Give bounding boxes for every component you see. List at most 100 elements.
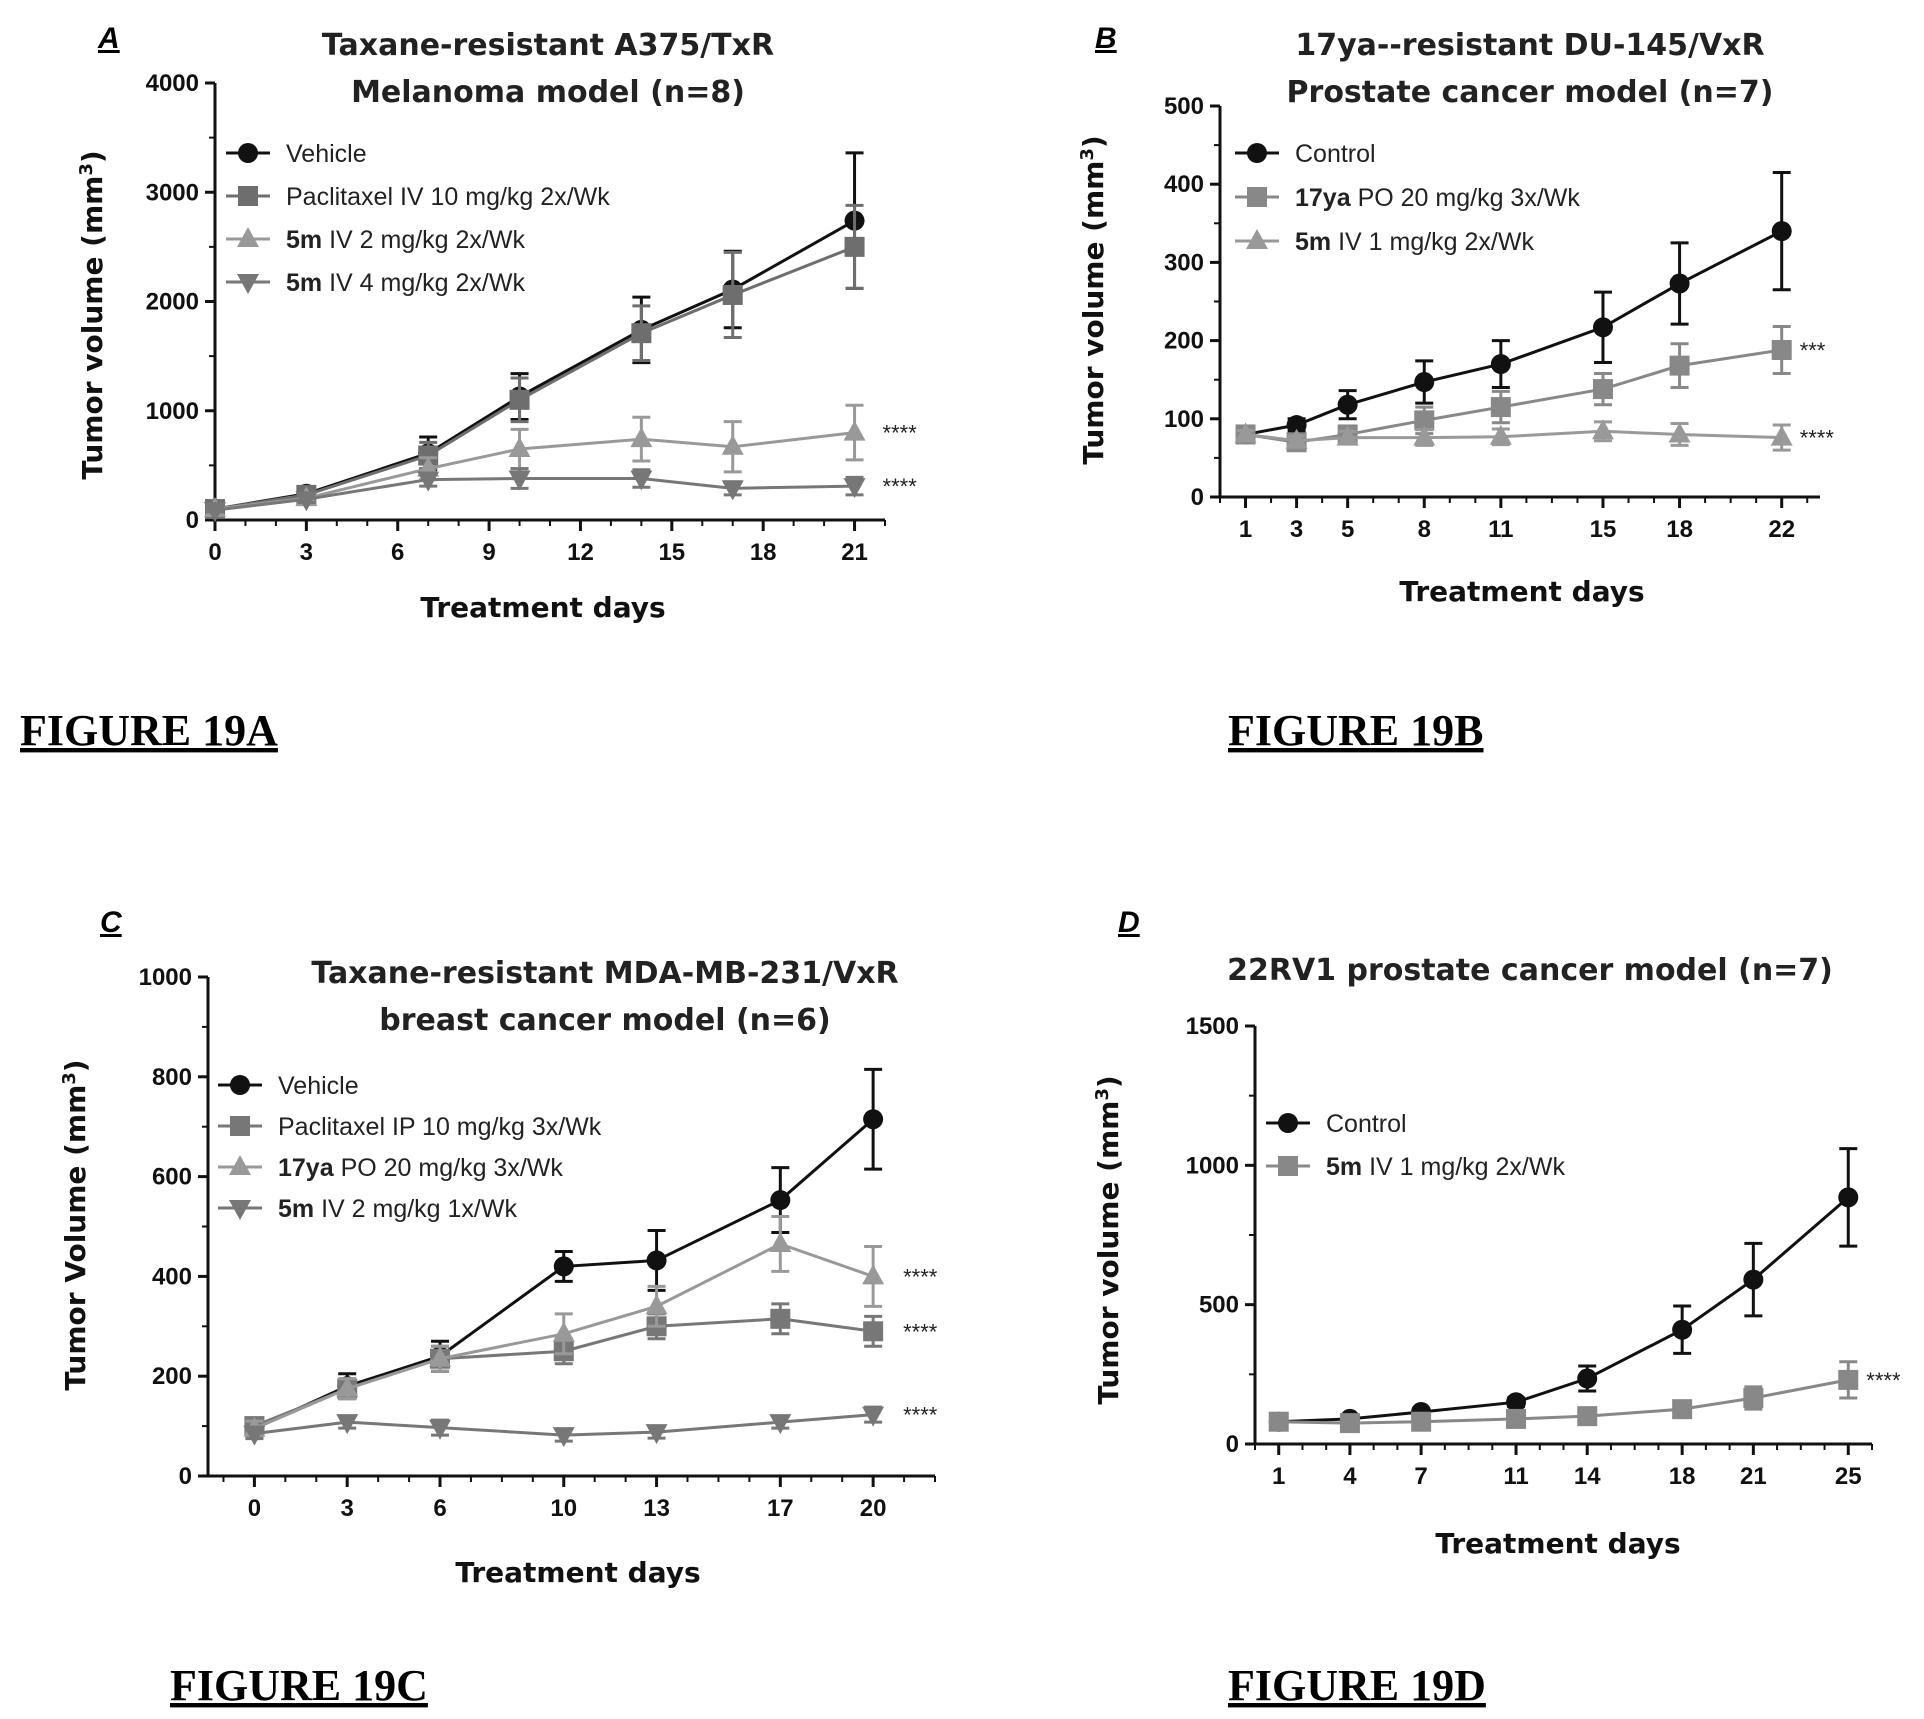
x-tick-label: 3 [300,539,313,566]
data-point [1577,1406,1598,1427]
legend-label: Vehicle [286,140,367,168]
legend-label: 5m IV 1 mg/kg 2x/Wk [1326,1153,1565,1181]
legend-label-rest: IV 2 mg/kg 1x/Wk [314,1195,517,1223]
legend-item: Control [1266,1110,1407,1138]
significance-label: **** [883,474,918,499]
legend-label-rest: Vehicle [286,140,367,168]
y-tick-label: 4000 [146,70,199,97]
significance-label: **** [903,1264,938,1289]
y-axis-label-close: ) [1092,1075,1125,1088]
x-tick-label: 15 [1590,516,1617,543]
y-tick-label: 2000 [146,289,199,316]
y-axis-label-sup: 3 [1092,1088,1113,1101]
y-axis-label: Tumor volume (mm3) [1077,135,1111,464]
y-tick-label: 0 [186,507,199,534]
data-point [862,1264,885,1285]
data-point [1411,1411,1432,1432]
y-tick-label: 0 [1226,1431,1239,1458]
data-point [1413,425,1436,446]
x-tick-label: 12 [567,539,594,566]
data-point [1591,419,1614,440]
data-point [1577,1368,1598,1389]
x-tick-label: 18 [1669,1463,1696,1490]
legend-label-rest: IV 1 mg/kg 2x/Wk [1331,228,1534,256]
x-tick-label: 1 [1239,516,1252,543]
y-axis-label-close: ) [76,150,109,163]
y-tick-label: 1000 [139,964,192,991]
data-point [721,480,744,501]
legend-marker [237,227,259,247]
legend-marker [1247,187,1267,207]
data-point [630,470,653,491]
data-point [1672,1399,1693,1420]
data-point [1285,428,1308,449]
y-tick-label: 500 [1164,93,1204,120]
data-point [1771,221,1792,242]
panel-letter-c: C [100,906,123,939]
chart-title-line-2: breast cancer model (n=6) [379,1003,830,1038]
figure-label-19a: FIGURE 19A [20,706,278,755]
chart-title-line-2: Prostate cancer model (n=7) [1287,75,1774,110]
x-tick-label: 0 [248,1495,261,1522]
significance-label: *** [1800,338,1826,363]
data-point [1770,425,1793,446]
data-point [770,1190,791,1211]
legend-label-rest: Control [1326,1110,1407,1138]
x-tick-label: 17 [767,1495,794,1522]
panel-letter-b: B [1095,22,1117,55]
data-point [1592,317,1613,338]
data-point [1286,415,1307,436]
y-tick-label: 1000 [146,398,199,425]
series-3: **** [204,467,918,523]
data-point [645,1424,668,1445]
x-tick-label: 5 [1341,516,1354,543]
data-point [769,1231,792,1252]
chart-title-line-1: Taxane-resistant MDA-MB-231/VxR [311,956,898,991]
legend-item: Paclitaxel IP 10 mg/kg 3x/Wk [218,1113,602,1141]
legend-label-rest: IV 2 mg/kg 2x/Wk [322,226,525,254]
figure-label-19b: FIGURE 19B [1228,706,1483,755]
y-axis-label: Tumor volume (mm3) [1092,1075,1126,1404]
legend-marker [238,186,258,206]
legend-item: 17ya PO 20 mg/kg 3x/Wk [1235,184,1580,212]
data-point [417,471,440,492]
y-tick-label: 600 [152,1164,192,1191]
legend-marker [1278,1156,1298,1176]
x-tick-label: 9 [482,539,495,566]
data-point [204,502,226,523]
panel-a: A Taxane-resistant A375/TxR Melanoma mod… [76,22,918,624]
data-point [630,427,653,448]
y-tick-label: 3000 [146,179,199,206]
legend-marker [238,143,258,163]
data-point [1838,1187,1859,1208]
data-point [508,436,531,457]
panel-d: D 22RV1 prostate cancer model (n=7) Tumo… [1092,906,1901,1560]
legend-label-rest: IV 4 mg/kg 2x/Wk [322,269,525,297]
legend: Vehicle Paclitaxel IP 10 mg/kg 3x/Wk 17ya … [218,1072,602,1223]
x-axis-label: Treatment days [455,1556,700,1589]
y-tick-label: 300 [1164,249,1204,276]
plot-area-c: 0 200 400 600 800 1000 0 3 6 10 13 17 20 **** **** ****… [139,964,938,1522]
x-tick-label: 20 [860,1495,887,1522]
y-axis-label-close: ) [1077,135,1110,148]
data-point [862,1406,885,1427]
y-tick-label: 0 [179,1463,192,1490]
legend-marker [230,1075,250,1095]
x-tick-label: 1 [1272,1463,1285,1490]
data-point [1669,355,1690,376]
data-point [1668,422,1691,443]
x-tick-label: 21 [1740,1463,1767,1490]
significance-label: **** [1866,1368,1901,1393]
x-tick-label: 13 [643,1495,670,1522]
data-point [1771,339,1792,360]
x-tick-label: 15 [658,539,685,566]
data-point [1506,1392,1527,1413]
y-axis-label: Tumor volume (mm3) [76,150,110,479]
x-tick-label: 25 [1835,1463,1862,1490]
x-tick-label: 4 [1343,1463,1357,1490]
data-point [631,323,652,344]
y-axis-label-sup: 3 [76,163,97,176]
x-tick-label: 3 [341,1495,354,1522]
